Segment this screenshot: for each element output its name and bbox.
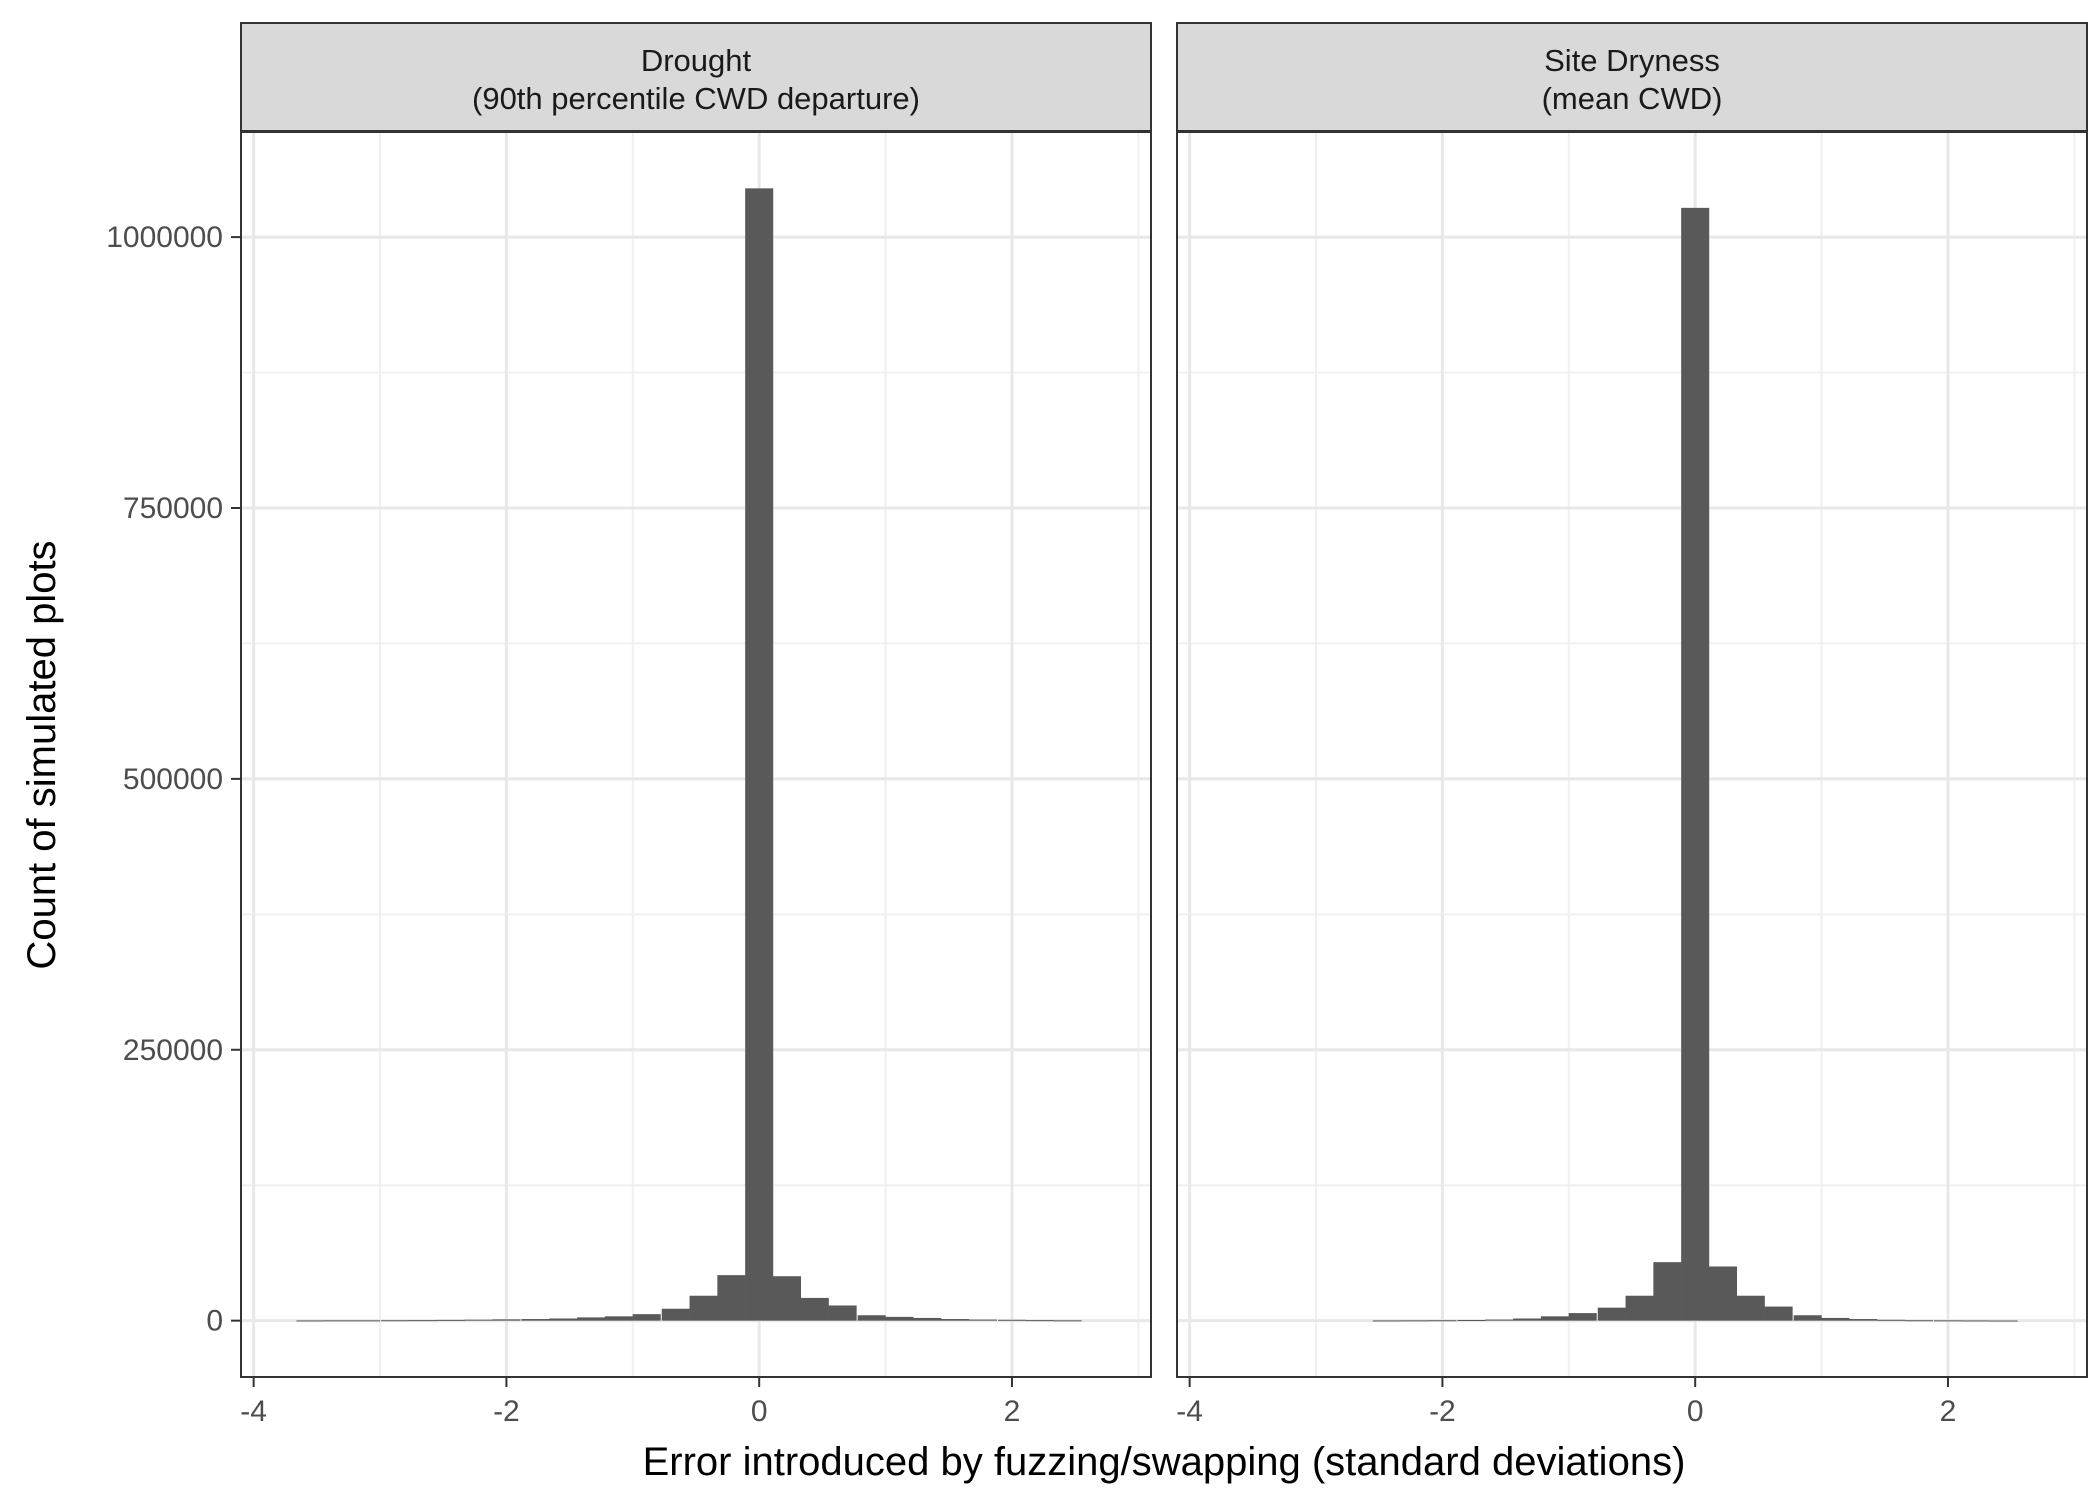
histogram-bar: [1904, 1320, 1933, 1322]
strip-title-line1: Site Dryness: [1544, 43, 1720, 78]
x-tick-label: 0: [1687, 1395, 1704, 1428]
histogram-bar: [549, 1318, 578, 1321]
x-tick-label: 2: [1004, 1395, 1021, 1428]
histogram-bar: [1400, 1320, 1429, 1322]
histogram-bar: [492, 1319, 521, 1321]
histogram-bar: [1457, 1320, 1486, 1322]
gridlines: [241, 132, 1151, 1377]
x-tick-label: 0: [751, 1395, 768, 1428]
histogram-bars: [1372, 207, 2018, 1322]
histogram-bar: [436, 1319, 465, 1321]
histogram-bar: [828, 1305, 857, 1321]
histogram-bar: [997, 1319, 1027, 1321]
histogram-bar: [968, 1319, 997, 1321]
histogram-bar: [1372, 1320, 1401, 1322]
histogram-bar: [1961, 1320, 1990, 1322]
x-tick-label: -2: [493, 1395, 520, 1428]
histogram-bar: [1568, 1313, 1597, 1321]
panel-border: [1176, 131, 2088, 1378]
histogram-bar: [1933, 1320, 1963, 1322]
histogram-bar: [352, 1320, 381, 1322]
gridlines: [1177, 132, 2087, 1377]
y-tick-label: 1000000: [106, 221, 223, 254]
y-axis: 0 250000 500000 750000 1000000: [106, 221, 241, 1338]
histogram-bar: [1540, 1316, 1569, 1321]
histogram-bar: [1821, 1317, 1850, 1321]
histogram-bar: [661, 1308, 690, 1321]
x-axis-title: Error introduced by fuzzing/swapping (st…: [643, 1440, 1686, 1484]
y-tick-label: 750000: [123, 492, 223, 525]
histogram-bar: [1597, 1307, 1626, 1321]
histogram-bar: [1989, 1320, 2018, 1322]
panel-drought: Drought (90th percentile CWD departure) …: [240, 22, 1152, 1428]
histogram-bar: [408, 1320, 438, 1322]
histogram-bar: [1736, 1295, 1765, 1321]
histogram-bar: [324, 1320, 353, 1322]
histogram-bar: [913, 1317, 942, 1321]
histogram-bar: [1025, 1320, 1054, 1322]
histogram-bar: [632, 1314, 661, 1321]
histogram-bar: [577, 1317, 606, 1321]
histogram-bar: [1053, 1320, 1082, 1322]
y-tick-label: 0: [206, 1305, 223, 1338]
histogram-bar: [857, 1315, 886, 1321]
strip-background: [1176, 22, 2088, 132]
histogram-bar: [1877, 1319, 1906, 1321]
histogram-bar: [941, 1319, 970, 1321]
x-tick-label: -2: [1429, 1395, 1456, 1428]
strip-title-line2: (mean CWD): [1542, 81, 1723, 116]
histogram-bar: [745, 188, 774, 1321]
histogram-bar: [1428, 1320, 1457, 1322]
strip-background: [240, 22, 1152, 132]
y-axis-title: Count of simulated plots: [20, 540, 64, 969]
histogram-bar: [1513, 1318, 1542, 1321]
histogram-bar: [1708, 1266, 1738, 1321]
histogram-bar: [521, 1319, 550, 1321]
y-tick-label: 500000: [123, 763, 223, 796]
histogram-bar: [464, 1319, 493, 1321]
histogram-bars: [296, 188, 1082, 1322]
panel-site-dryness: Site Dryness (mean CWD) -4 -2 0 2: [1176, 22, 2088, 1428]
x-tick-label: -4: [240, 1395, 267, 1428]
histogram-bar: [1625, 1295, 1654, 1321]
histogram-bar: [604, 1316, 633, 1321]
histogram-bar: [1485, 1319, 1514, 1321]
histogram-bar: [717, 1275, 746, 1321]
histogram-bar: [1793, 1315, 1822, 1321]
x-axis: -4 -2 0 2: [240, 1377, 1020, 1428]
x-axis: -4 -2 0 2: [1176, 1377, 1956, 1428]
histogram-bar: [296, 1320, 325, 1322]
strip-title-line1: Drought: [641, 43, 752, 78]
histogram-bar: [381, 1320, 410, 1322]
histogram-bar: [772, 1276, 802, 1321]
x-tick-label: -4: [1176, 1395, 1203, 1428]
histogram-bar: [1764, 1306, 1793, 1321]
histogram-bar: [1653, 1262, 1682, 1321]
histogram-bar: [885, 1316, 914, 1321]
histogram-bar: [800, 1297, 829, 1321]
panel-border: [240, 131, 1152, 1378]
histogram-bar: [689, 1295, 718, 1321]
histogram-bar: [1849, 1319, 1878, 1321]
histogram-bar: [1681, 207, 1710, 1321]
y-tick-label: 250000: [123, 1034, 223, 1067]
strip-title-line2: (90th percentile CWD departure): [472, 81, 920, 116]
x-tick-label: 2: [1940, 1395, 1957, 1428]
